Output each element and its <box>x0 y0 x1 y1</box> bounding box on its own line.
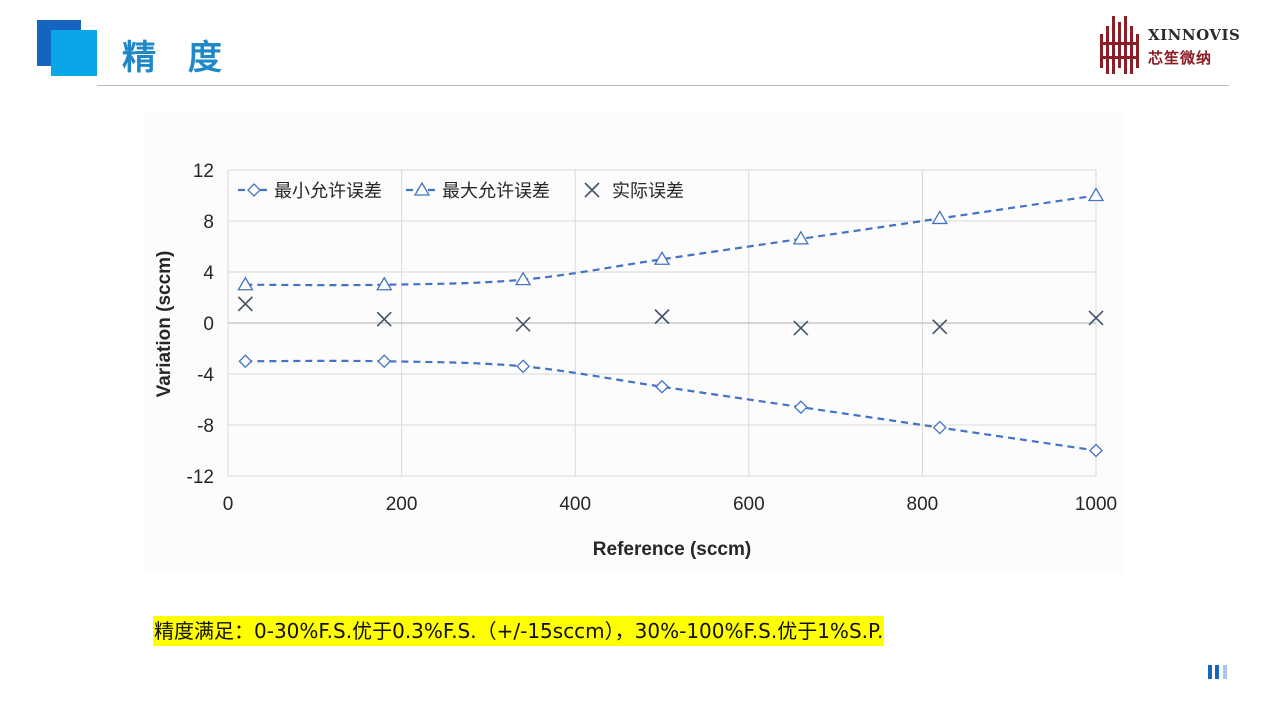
data-point-1 <box>655 379 669 394</box>
y-tick-label: 4 <box>203 263 214 284</box>
page-marker <box>1208 665 1232 679</box>
data-point-2 <box>376 276 393 291</box>
page-marker-bar <box>1223 665 1227 679</box>
x-tick-label: 0 <box>223 494 234 515</box>
data-point-1 <box>932 420 947 435</box>
data-point-2 <box>514 271 532 286</box>
data-point-2 <box>237 276 254 291</box>
x-tick-label: 1000 <box>1075 494 1117 515</box>
page-title: 精 度 <box>122 38 232 78</box>
chart-series <box>237 187 1105 458</box>
page-marker-bar <box>1215 665 1219 679</box>
y-axis-title: Variation (sccm) <box>154 251 175 398</box>
data-point-3 <box>932 319 948 335</box>
x-tick-label: 600 <box>733 494 765 515</box>
data-point-3 <box>515 316 531 332</box>
data-point-1 <box>1089 443 1103 458</box>
legend-label: 实际误差 <box>612 181 684 202</box>
data-point-2 <box>653 250 671 265</box>
legend-label: 最大允许误差 <box>442 181 550 202</box>
chart-axes: 12 8 4 0 -4 -8 -12 0 200 400 600 800 1000 <box>187 161 1118 515</box>
y-tick-label: -4 <box>197 365 214 386</box>
x-axis-title: Reference (sccm) <box>593 539 751 560</box>
y-tick-label: 8 <box>203 212 214 233</box>
y-tick-label: 12 <box>193 161 214 182</box>
data-point-3 <box>654 309 670 325</box>
company-logo: XINNOVIS 芯笙微纳 <box>1098 12 1240 76</box>
title-decoration <box>37 20 97 76</box>
data-point-3 <box>1088 310 1104 326</box>
logo-text-en: XINNOVIS <box>1148 26 1241 44</box>
page-marker-bar <box>1208 665 1212 679</box>
data-point-3 <box>376 311 392 327</box>
logo-mark-icon <box>1100 16 1139 74</box>
data-point-2 <box>792 230 810 245</box>
legend-marker <box>584 182 600 198</box>
data-point-2 <box>1087 187 1105 202</box>
chart-panel <box>145 113 1123 573</box>
data-point-1 <box>238 354 253 369</box>
data-point-1 <box>516 359 531 374</box>
data-point-3 <box>793 320 809 336</box>
y-tick-label: 0 <box>203 314 214 335</box>
title-divider <box>97 85 1229 86</box>
title-square-light <box>51 30 97 76</box>
x-tick-label: 800 <box>907 494 939 515</box>
legend-marker <box>413 181 431 196</box>
x-tick-label: 200 <box>386 494 418 515</box>
legend-label: 最小允许误差 <box>274 181 382 202</box>
y-tick-label: -12 <box>187 467 214 488</box>
data-point-3 <box>237 296 253 312</box>
legend-marker <box>247 183 261 197</box>
chart-legend: 最小允许误差 最大允许误差 实际误差 <box>238 181 684 202</box>
y-tick-label: -8 <box>197 416 214 437</box>
data-point-1 <box>377 354 392 369</box>
data-point-1 <box>793 400 808 415</box>
accuracy-note: 精度满足：0-30%F.S.优于0.3%F.S.（+/-15sccm），30%-… <box>153 616 885 646</box>
x-tick-label: 400 <box>559 494 591 515</box>
logo-text-cn: 芯笙微纳 <box>1148 49 1213 67</box>
data-point-2 <box>931 210 948 225</box>
